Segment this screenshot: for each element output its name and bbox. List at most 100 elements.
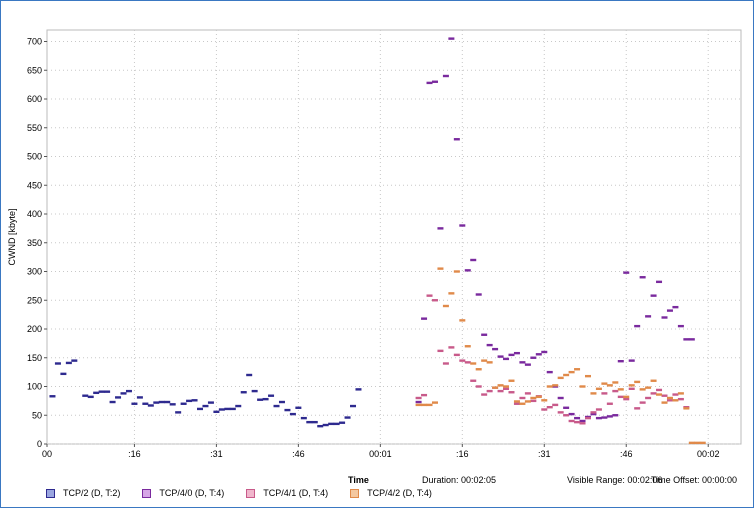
data-point-series-2 xyxy=(563,414,570,417)
y-tick-label: 150 xyxy=(27,353,42,363)
data-point-series-0 xyxy=(295,406,302,409)
data-point-series-1 xyxy=(601,416,608,419)
data-point-series-3 xyxy=(459,319,466,322)
data-point-series-2 xyxy=(453,353,460,357)
data-point-series-1 xyxy=(530,356,537,359)
legend: TCP/2 (D, T:2) TCP/4/0 (D, T:4) TCP/4/1 … xyxy=(46,485,454,501)
x-tick-label: :16 xyxy=(128,449,141,459)
data-point-series-1 xyxy=(503,357,510,361)
data-point-series-2 xyxy=(442,362,449,365)
data-point-series-3 xyxy=(546,385,553,388)
data-point-series-0 xyxy=(136,396,143,399)
y-tick-label: 200 xyxy=(27,324,42,334)
data-point-series-1 xyxy=(639,276,646,279)
data-point-series-2 xyxy=(650,392,657,395)
data-point-series-3 xyxy=(634,380,641,384)
data-point-series-0 xyxy=(317,424,324,428)
data-point-series-3 xyxy=(503,385,510,388)
data-point-series-3 xyxy=(486,361,493,364)
data-point-series-2 xyxy=(617,395,624,399)
data-point-series-1 xyxy=(459,224,466,227)
data-point-series-3 xyxy=(481,359,488,362)
data-point-series-1 xyxy=(546,370,553,374)
data-point-series-1 xyxy=(437,227,444,230)
data-point-series-2 xyxy=(475,385,482,388)
data-point-series-2 xyxy=(656,388,663,392)
legend-item-tcp-2[interactable]: TCP/2 (D, T:2) xyxy=(46,488,120,498)
data-point-series-0 xyxy=(300,416,307,420)
data-point-series-0 xyxy=(65,361,72,365)
data-point-series-0 xyxy=(191,399,198,402)
data-point-series-1 xyxy=(475,293,482,296)
data-point-series-3 xyxy=(421,403,428,407)
data-point-series-3 xyxy=(661,401,668,404)
data-point-series-3 xyxy=(448,292,455,295)
data-point-series-3 xyxy=(579,385,586,388)
legend-item-tcp-4-0[interactable]: TCP/4/0 (D, T:4) xyxy=(142,488,224,498)
y-axis-title: CWND [kbyte] xyxy=(7,208,17,265)
data-point-series-1 xyxy=(431,80,438,83)
y-tick-label: 700 xyxy=(27,37,42,47)
data-point-series-1 xyxy=(568,412,575,416)
data-point-series-1 xyxy=(448,37,455,40)
x-tick-label: 00:02 xyxy=(697,449,720,459)
data-point-series-3 xyxy=(672,399,679,402)
data-point-series-1 xyxy=(563,406,570,409)
data-point-series-0 xyxy=(104,390,111,393)
data-point-series-2 xyxy=(513,402,520,405)
data-point-series-0 xyxy=(213,410,220,413)
data-point-series-1 xyxy=(453,138,460,141)
y-tick-label: 50 xyxy=(32,410,42,420)
legend-item-tcp-4-2[interactable]: TCP/4/2 (D, T:4) xyxy=(350,488,432,498)
data-point-series-0 xyxy=(175,411,182,414)
data-point-series-1 xyxy=(426,81,433,85)
data-point-series-2 xyxy=(661,394,668,397)
legend-swatch-tcp-4-0 xyxy=(142,488,152,498)
data-point-series-2 xyxy=(672,393,679,396)
data-point-series-3 xyxy=(601,382,608,385)
data-point-series-1 xyxy=(595,416,602,420)
legend-item-tcp-4-1[interactable]: TCP/4/1 (D, T:4) xyxy=(246,488,328,498)
data-point-series-0 xyxy=(240,391,247,394)
data-point-series-0 xyxy=(284,408,291,412)
data-point-series-3 xyxy=(645,386,652,389)
y-tick-label: 600 xyxy=(27,94,42,104)
data-point-series-0 xyxy=(158,400,165,404)
data-point-series-1 xyxy=(579,419,586,423)
data-point-series-0 xyxy=(164,400,171,404)
data-point-series-2 xyxy=(634,407,641,410)
data-point-series-3 xyxy=(595,387,602,390)
data-point-series-2 xyxy=(426,294,433,297)
data-point-series-1 xyxy=(497,355,504,358)
data-point-series-0 xyxy=(98,390,105,393)
data-point-series-3 xyxy=(688,441,695,445)
cwnd-plot[interactable]: 0 50 100 150 200 250 300 350 400 450 500 550 600 650 7… xyxy=(0,0,756,475)
data-point-series-2 xyxy=(552,403,559,407)
data-point-series-0 xyxy=(218,408,225,411)
duration-readout: Duration: 00:02:05 xyxy=(422,475,497,485)
data-point-series-2 xyxy=(464,361,471,364)
x-tick-label: 00:01 xyxy=(369,449,392,459)
data-point-series-0 xyxy=(87,395,94,399)
data-point-series-3 xyxy=(497,384,504,387)
x-axis-title: Time xyxy=(348,475,369,485)
data-point-series-0 xyxy=(180,402,187,405)
data-point-series-3 xyxy=(470,362,477,365)
data-point-series-2 xyxy=(503,387,510,390)
y-tick-label: 550 xyxy=(27,123,42,133)
data-point-series-3 xyxy=(568,370,575,374)
data-point-series-2 xyxy=(584,416,591,420)
data-point-series-2 xyxy=(677,397,684,401)
legend-swatch-tcp-2 xyxy=(46,488,55,498)
data-point-series-1 xyxy=(661,316,668,319)
data-point-series-1 xyxy=(524,363,531,366)
data-point-series-1 xyxy=(442,74,449,78)
data-point-series-0 xyxy=(153,401,160,404)
data-point-series-2 xyxy=(574,420,581,424)
data-point-series-3 xyxy=(639,388,646,391)
data-point-series-3 xyxy=(584,374,591,378)
data-point-series-1 xyxy=(677,324,684,328)
data-point-series-0 xyxy=(82,394,89,397)
data-point-series-0 xyxy=(273,404,280,408)
